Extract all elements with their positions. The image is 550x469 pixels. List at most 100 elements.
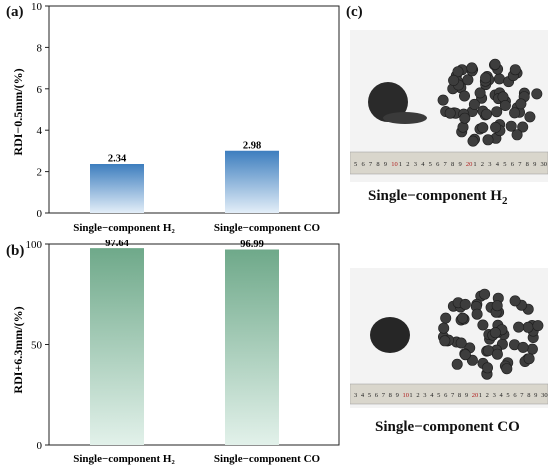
pellet: [513, 321, 525, 333]
ruler-number: 8: [527, 392, 530, 399]
pellet: [490, 121, 502, 133]
ruler-number: 8: [526, 161, 529, 168]
ruler-number: 3: [423, 392, 426, 399]
pellet: [531, 88, 543, 100]
ruler-number: 8: [389, 392, 392, 399]
ruler-number: 9: [534, 392, 537, 399]
pellet: [452, 66, 464, 78]
pellet: [462, 74, 474, 86]
pellet-cluster-co: [438, 288, 544, 380]
ruler-number: 4: [500, 392, 504, 399]
ruler-number: 20: [472, 392, 479, 399]
pellet: [532, 320, 544, 332]
chart-b-bars: [90, 248, 279, 445]
pellet: [439, 335, 451, 347]
pellet: [491, 348, 503, 360]
ruler-number: 2: [486, 392, 489, 399]
pellet: [459, 349, 471, 361]
chart-b: 0 50 100 97.64 96.99 Single−component H₂ Si…: [11, 240, 340, 465]
ruler-number: 9: [396, 392, 399, 399]
pellet: [509, 295, 521, 307]
chart-a-bars: [90, 150, 279, 213]
sample-photo-co: 3 4 5 6 7 8 9 10 1 2 3 4 5 6 7 8 9 20 1 2 3 4 5 6 7 8 9 30: [350, 268, 548, 408]
pellet: [459, 298, 471, 310]
pellet: [517, 121, 529, 133]
pellet: [501, 363, 513, 375]
pellet: [474, 87, 486, 99]
chart-a-y-ticks: 0 2 4 6 8 10: [31, 1, 49, 220]
ruler-number: 2: [406, 161, 409, 168]
bar-data-label-1: 2.98: [243, 140, 261, 151]
chart-a-category-label-0: Single−component H₂: [73, 222, 175, 234]
ruler-number: 6: [511, 161, 515, 168]
pellet: [489, 327, 501, 339]
chart-b-category-label-1: Single−component CO: [214, 453, 321, 465]
pellet: [493, 73, 505, 85]
ruler-number: 3: [414, 161, 417, 168]
bar-0: [90, 248, 144, 445]
ruler-number: 3: [493, 392, 496, 399]
ruler-number: 8: [458, 392, 461, 399]
ruler-number: 5: [437, 392, 440, 399]
pellet: [491, 106, 503, 118]
powder-pile-h2: [368, 82, 408, 122]
sample-photo-co-drawing: 3 4 5 6 7 8 9 10 1 2 3 4 5 6 7 8 9 20 1 2 3 4 5 6 7 8 9 30: [350, 268, 548, 408]
ruler-number: 9: [459, 161, 462, 168]
pellet: [480, 72, 492, 84]
pellet: [468, 98, 480, 110]
chart-b-y-axis-label: RDI+6.3mm/(%): [11, 306, 25, 393]
ruler-number: 6: [436, 161, 440, 168]
pellet: [509, 64, 521, 76]
ruler-number: 3: [488, 161, 491, 168]
bar-0: [90, 164, 144, 213]
pellet: [459, 90, 471, 102]
chart-a-plot-frame: [48, 5, 340, 214]
pellet: [477, 122, 489, 134]
ruler-number: 1: [473, 161, 476, 168]
ruler-number: 8: [451, 161, 454, 168]
bar-data-label-1: 96.99: [240, 240, 264, 250]
ruler-number: 9: [465, 392, 468, 399]
chart-a-y-axis-label: RDI−0.5mm/(%): [11, 68, 25, 155]
ruler-number: 4: [430, 392, 434, 399]
pellet: [481, 108, 493, 120]
pellet: [457, 121, 469, 133]
pellet: [444, 107, 456, 119]
pellet: [437, 94, 449, 106]
ruler-number: 5: [368, 392, 371, 399]
caption-co: Single−component CO: [375, 419, 520, 435]
pellet: [523, 353, 535, 365]
chart-b-category-label-0: Single−component H₂: [73, 453, 175, 465]
ruler-number: 5: [506, 392, 509, 399]
y-tick-label: 100: [26, 240, 43, 251]
pellet: [438, 322, 450, 334]
ruler-number: 1: [399, 161, 402, 168]
pellet: [455, 337, 467, 349]
powder-pile-co: [370, 317, 410, 353]
ruler-number: 4: [361, 392, 365, 399]
ruler-number: 4: [496, 161, 500, 168]
ruler-number: 9: [384, 161, 387, 168]
pellet: [467, 135, 479, 147]
ruler-number: 4: [421, 161, 425, 168]
y-tick-label: 10: [31, 1, 43, 13]
y-tick-label: 0: [37, 208, 43, 220]
y-tick-label: 50: [31, 340, 43, 352]
pellet: [511, 129, 523, 141]
ruler-number: 20: [466, 161, 473, 168]
panel-label-a: (a): [6, 4, 24, 20]
ruler-number: 30: [541, 392, 548, 399]
caption-h2-subscript: 2: [501, 195, 508, 207]
pellet: [482, 134, 494, 146]
powder-spread-h2: [383, 112, 427, 124]
pellet: [522, 321, 534, 333]
pellet: [505, 120, 517, 132]
y-tick-label: 2: [37, 167, 43, 179]
chart-b-y-ticks: 0 50 100: [26, 240, 49, 452]
pellet: [489, 58, 501, 70]
ruler-co-numbers: 3 4 5 6 7 8 9 10 1 2 3 4 5 6 7 8 9 20 1 2 3 4 5 6 7 8 9 30: [354, 392, 548, 399]
pellet: [440, 312, 452, 324]
chart-a-category-label-1: Single−component CO: [214, 222, 321, 234]
pellet: [491, 300, 503, 312]
ruler-number: 6: [375, 392, 379, 399]
